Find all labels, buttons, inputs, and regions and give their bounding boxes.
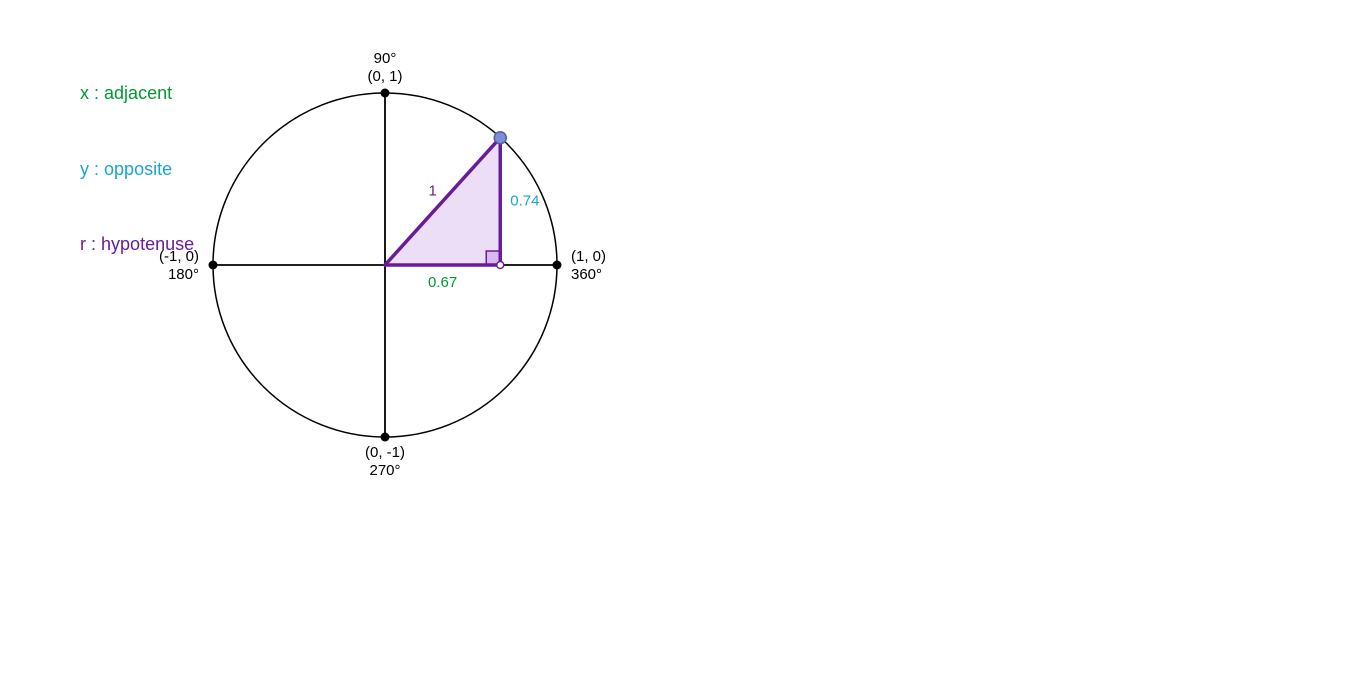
label-top-angle: 90° — [374, 50, 397, 67]
axis-dot-left — [209, 261, 218, 270]
label-right-angle: 360° — [571, 266, 602, 283]
axis-dot-top — [381, 89, 390, 98]
legend-var-y: y — [80, 159, 89, 179]
label-bottom-coord: (0, -1) — [365, 444, 405, 461]
axis-dot-right — [553, 261, 562, 270]
legend-row-r: r : hypotenuse — [60, 207, 194, 283]
unit-circle-diagram: 10.740.6790°(0, 1)(0, -1)270°(1, 0)360°(… — [0, 0, 1358, 673]
axis-dot-bottom — [381, 433, 390, 442]
label-top-coord: (0, 1) — [367, 68, 402, 85]
label-adjacent: 0.67 — [428, 274, 457, 291]
legend-label-x: adjacent — [104, 83, 172, 103]
legend-label-y: opposite — [104, 159, 172, 179]
legend: x : adjacent y : opposite r : hypotenuse — [60, 56, 194, 283]
legend-row-x: x : adjacent — [60, 56, 194, 132]
label-opposite: 0.74 — [510, 192, 539, 209]
legend-row-y: y : opposite — [60, 132, 194, 208]
label-right-coord: (1, 0) — [571, 248, 606, 265]
angle-point[interactable] — [494, 132, 506, 144]
legend-var-x: x — [80, 83, 89, 103]
legend-sep-y: : — [89, 159, 104, 179]
legend-sep-x: : — [89, 83, 104, 103]
legend-label-r: hypotenuse — [101, 234, 194, 254]
legend-sep-r: : — [86, 234, 101, 254]
label-bottom-angle: 270° — [369, 462, 400, 479]
label-hypotenuse: 1 — [428, 182, 436, 199]
foot-point — [497, 262, 504, 269]
